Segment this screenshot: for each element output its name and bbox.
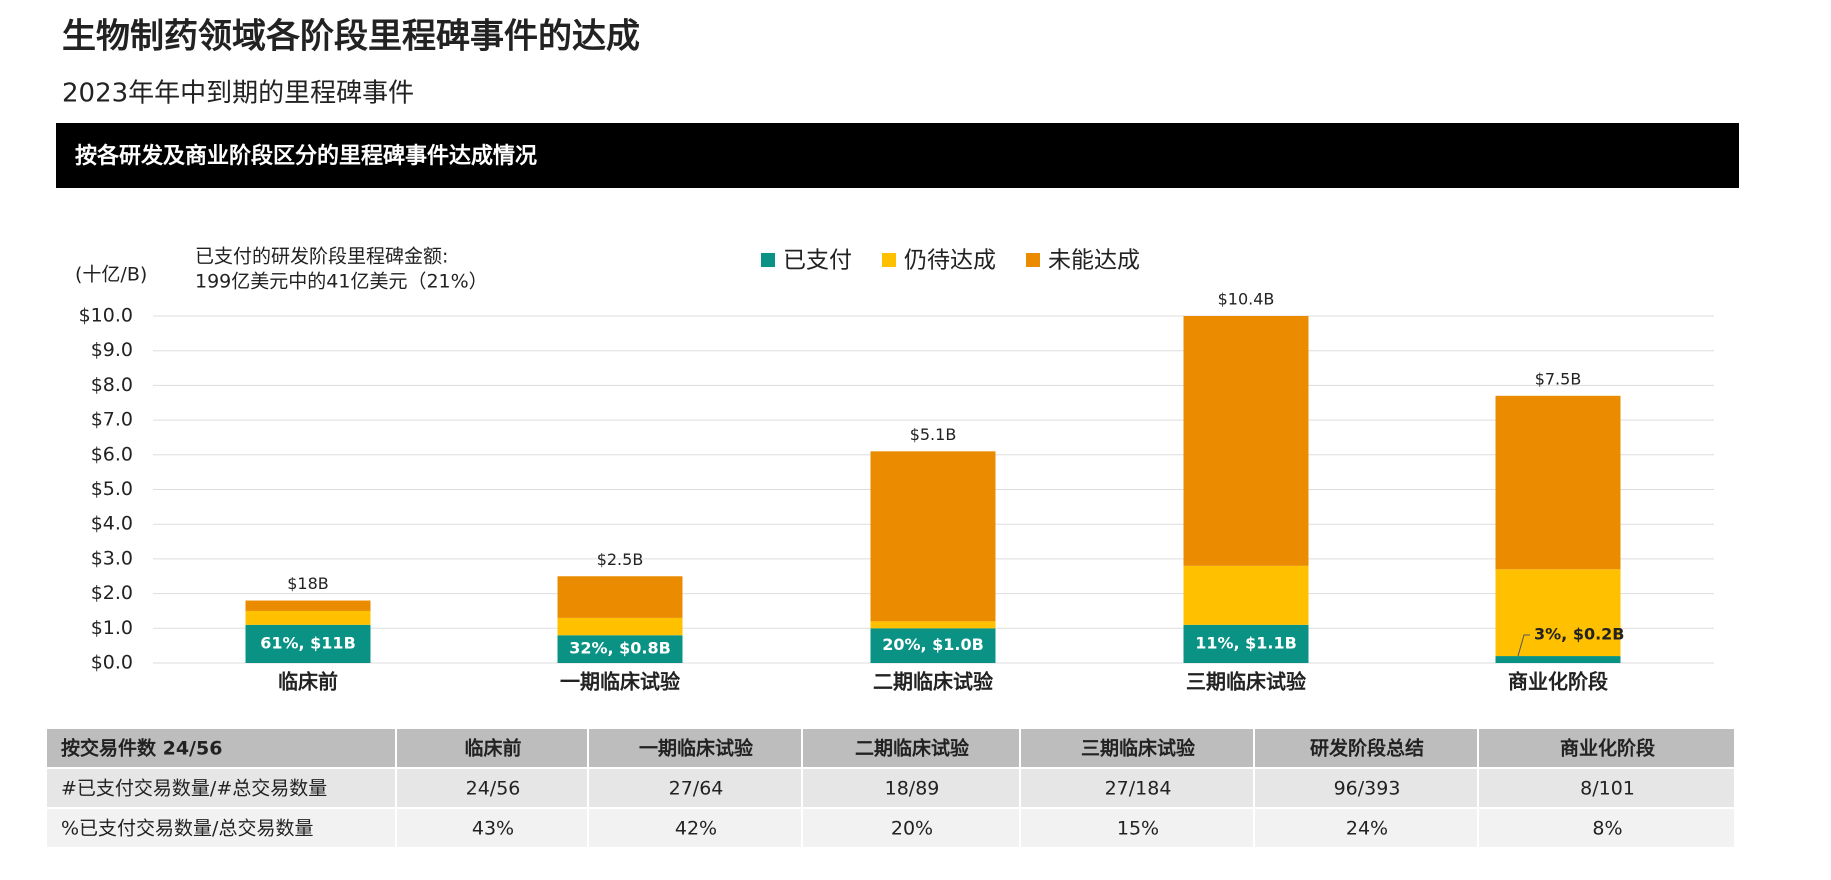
x-tick-label: 三期临床试验	[1186, 670, 1306, 694]
segment-label: 32%, $0.8B	[569, 639, 671, 658]
table-cell	[1255, 809, 1477, 847]
segment-label: 3%, $0.2B	[1534, 625, 1624, 644]
y-tick-label: $1.0	[91, 617, 133, 639]
bar-segment	[870, 628, 996, 663]
bar-segment	[245, 600, 371, 611]
y-tick-label: $9.0	[91, 339, 133, 361]
table-cell	[1479, 729, 1734, 767]
table-cell-text: 18/89	[885, 778, 940, 800]
bar-segment	[557, 576, 683, 618]
y-tick-label: $2.0	[91, 582, 133, 604]
bar-segment	[1495, 656, 1621, 663]
total-label: $7.5B	[1535, 369, 1582, 388]
annotation: 已支付的研发阶段里程碑金额:	[195, 246, 448, 268]
legend-label: 已支付	[783, 248, 852, 274]
bar-segment	[1183, 624, 1309, 663]
legend-swatch	[882, 253, 896, 267]
annotation: 199亿美元中的41亿美元（21%）	[195, 271, 488, 293]
x-tick-label: 商业化阶段	[1508, 670, 1608, 694]
title: 生物制药领域各阶段里程碑事件的达成	[62, 17, 640, 57]
legend-label: 仍待达成	[904, 248, 996, 274]
bar-segment	[870, 621, 996, 629]
table-cell	[1021, 769, 1253, 807]
table-cell	[47, 769, 395, 807]
table-header: 研发阶段总结	[1310, 737, 1424, 760]
bar-segment	[870, 451, 996, 622]
y-tick-label: $6.0	[91, 443, 133, 465]
section-header: 按各研发及商业阶段区分的里程碑事件达成情况	[75, 143, 537, 169]
table-cell	[1479, 769, 1734, 807]
bar-segment	[557, 617, 683, 636]
y-tick-label: $7.0	[91, 409, 133, 431]
table-cell	[803, 729, 1019, 767]
table-cell-text: 42%	[675, 818, 717, 840]
table-cell-text: 24%	[1346, 818, 1388, 840]
table-cell	[589, 769, 801, 807]
table-cell	[1479, 809, 1734, 847]
section-bar	[56, 123, 1739, 188]
table-cell	[47, 809, 395, 847]
table-cell-text: 43%	[472, 818, 514, 840]
table-cell-text: 15%	[1117, 818, 1159, 840]
table-cell	[47, 729, 395, 767]
table-cell	[1021, 729, 1253, 767]
x-tick-label: 二期临床试验	[873, 670, 993, 694]
total-label: $2.5B	[597, 550, 644, 569]
y-unit: (十亿/B)	[75, 264, 147, 286]
table-header: 商业化阶段	[1560, 737, 1656, 760]
table-cell	[1021, 809, 1253, 847]
table-cell	[803, 769, 1019, 807]
table-cell	[397, 729, 587, 767]
x-tick-label: 临床前	[278, 670, 338, 694]
table-cell	[1255, 769, 1477, 807]
table-cell	[397, 769, 587, 807]
bar-segment	[245, 610, 371, 625]
table-cell	[397, 809, 587, 847]
y-tick-label: $4.0	[91, 513, 133, 535]
table-cell	[1255, 729, 1477, 767]
table-header: 三期临床试验	[1081, 737, 1196, 760]
bar-segment	[245, 624, 371, 663]
table-header: 二期临床试验	[855, 737, 970, 760]
segment-label: 11%, $1.1B	[1195, 633, 1297, 652]
segment-label: 61%, $11B	[260, 633, 356, 652]
x-tick-label: 一期临床试验	[560, 670, 680, 694]
table-cell	[803, 809, 1019, 847]
table-header: 临床前	[464, 737, 521, 760]
bar-segment	[1495, 395, 1621, 570]
leader-line	[1517, 634, 1530, 657]
segment-label: 20%, $1.0B	[882, 635, 984, 654]
table-cell	[589, 729, 801, 767]
total-label: $10.4B	[1218, 290, 1275, 309]
bar-segment	[1183, 316, 1309, 566]
bar-segment	[1495, 569, 1621, 657]
total-label: $18B	[287, 574, 329, 593]
y-tick-label: $5.0	[91, 478, 133, 500]
legend-label: 未能达成	[1048, 248, 1140, 274]
legend-swatch	[761, 253, 775, 267]
table-cell-text: 24/56	[466, 778, 521, 800]
table-cell	[589, 809, 801, 847]
table-cell-text: 27/184	[1105, 778, 1172, 800]
y-tick-label: $0.0	[91, 652, 133, 674]
y-tick-label: $3.0	[91, 547, 133, 569]
bar-segment	[557, 635, 683, 663]
total-label: $5.1B	[910, 425, 957, 444]
table-header: 按交易件数 24/56	[61, 737, 222, 760]
table-cell-text: #已支付交易数量/#总交易数量	[61, 778, 327, 800]
legend-swatch	[1026, 253, 1040, 267]
table-cell-text: 8%	[1592, 818, 1622, 840]
y-tick-label: $10.0	[79, 305, 133, 327]
table-cell-text: 20%	[891, 818, 933, 840]
table-cell-text: 27/64	[669, 778, 724, 800]
subtitle: 2023年年中到期的里程碑事件	[62, 79, 414, 109]
table-cell-text: %已支付交易数量/总交易数量	[61, 818, 313, 840]
table-cell-text: 8/101	[1580, 778, 1635, 800]
table-header: 一期临床试验	[639, 737, 754, 760]
y-tick-label: $8.0	[91, 374, 133, 396]
table-cell-text: 96/393	[1334, 778, 1401, 800]
bar-segment	[1183, 565, 1309, 625]
